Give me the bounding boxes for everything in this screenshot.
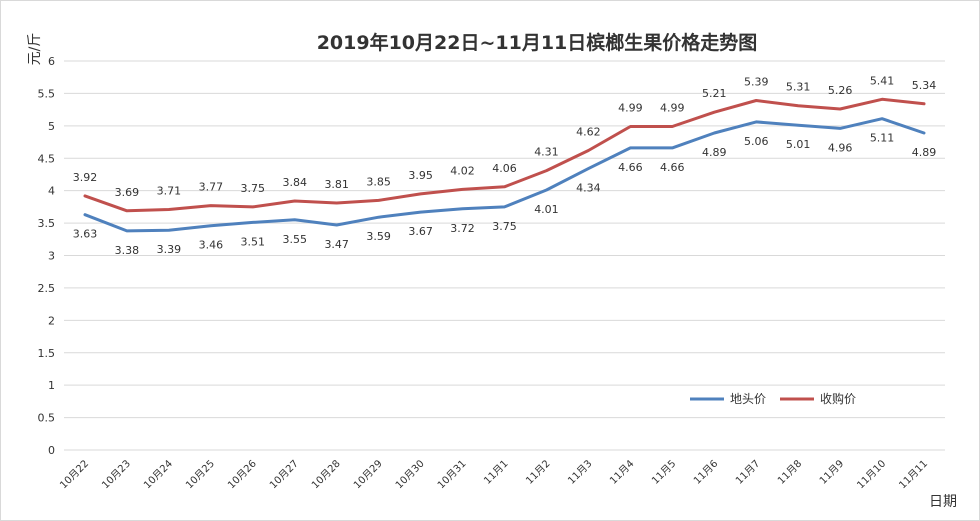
x-tick-label: 11月1 — [482, 458, 511, 487]
data-label: 3.67 — [408, 225, 433, 238]
x-tick-label: 10月26 — [225, 458, 259, 492]
y-tick-label: 2 — [48, 314, 55, 327]
y-tick-label: 5.5 — [38, 87, 56, 100]
y-tick-label: 6 — [48, 55, 55, 68]
data-label: 3.75 — [492, 220, 517, 233]
x-tick-label: 10月30 — [393, 458, 427, 492]
series-lines — [83, 97, 926, 233]
x-axis-title: 日期 — [929, 494, 957, 510]
data-label: 5.34 — [912, 79, 937, 92]
y-tick-label: 2.5 — [38, 282, 56, 295]
legend-label-purchase-price: 收购价 — [820, 391, 856, 406]
legend: 地头价 收购价 — [690, 391, 856, 406]
data-label: 4.31 — [534, 146, 559, 159]
x-tick-label: 10月28 — [309, 458, 343, 492]
x-tick-label: 10月31 — [435, 458, 469, 492]
data-label: 4.99 — [660, 101, 685, 114]
data-label: 5.39 — [744, 76, 769, 89]
data-label: 3.85 — [366, 175, 391, 188]
data-label: 4.06 — [492, 162, 517, 175]
legend-item-ground-price: 地头价 — [690, 392, 766, 406]
x-tick-label: 10月25 — [183, 458, 217, 492]
x-tick-label: 11月2 — [524, 458, 553, 487]
data-label: 5.31 — [786, 81, 811, 94]
data-label: 3.38 — [115, 244, 140, 257]
data-label: 3.81 — [324, 178, 349, 191]
y-axis-title: 元/斤 — [27, 33, 43, 66]
data-label: 5.21 — [702, 87, 727, 100]
data-label: 5.06 — [744, 135, 769, 148]
data-labels: 3.63 3.38 3.39 3.46 3.51 3.55 3.47 3.59 3.67 3.72… — [73, 74, 937, 257]
data-label: 4.89 — [912, 146, 937, 159]
data-label: 3.71 — [157, 184, 182, 197]
data-label: 3.84 — [282, 176, 307, 189]
series-line-ground-price — [83, 117, 926, 233]
data-label: 3.47 — [324, 238, 349, 251]
chart-title: 2019年10月22日~11月11日槟榔生果价格走势图 — [317, 31, 758, 54]
data-label: 4.96 — [828, 141, 853, 154]
y-tick-label: 0 — [48, 444, 55, 457]
x-tick-label: 10月22 — [58, 458, 92, 492]
data-label: 5.01 — [786, 138, 811, 151]
data-label: 4.02 — [450, 164, 475, 177]
y-tick-label: 3.5 — [38, 217, 56, 230]
y-tick-label: 4 — [48, 185, 55, 198]
y-tick-label: 1.5 — [38, 347, 56, 360]
data-label: 3.39 — [157, 243, 182, 256]
x-axis-ticks: 10月22 10月23 10月24 10月25 10月26 10月27 10月28 10月29… — [58, 458, 931, 492]
data-label: 4.01 — [534, 203, 559, 216]
x-tick-label: 10月27 — [267, 458, 301, 492]
data-label: 3.69 — [115, 186, 140, 199]
x-tick-label: 11月5 — [649, 458, 678, 487]
x-tick-label: 11月9 — [817, 458, 846, 487]
x-tick-label: 11月6 — [691, 458, 720, 487]
data-label: 5.41 — [870, 74, 895, 87]
data-label: 4.66 — [618, 161, 643, 174]
y-axis-ticks: 0 0.5 1 1.5 2 2.5 3 3.5 4 4.5 5 5.5 6 — [38, 55, 56, 457]
x-tick-label: 11月4 — [607, 458, 636, 487]
x-tick-label: 11月10 — [855, 458, 889, 492]
legend-label-ground-price: 地头价 — [730, 392, 766, 406]
data-label: 5.26 — [828, 84, 853, 97]
legend-item-purchase-price: 收购价 — [780, 391, 856, 406]
data-label: 5.11 — [870, 132, 895, 145]
data-label: 4.89 — [702, 146, 727, 159]
x-tick-label: 10月24 — [141, 458, 175, 492]
data-label: 4.66 — [660, 161, 685, 174]
y-tick-label: 5 — [48, 120, 55, 133]
y-tick-label: 1 — [48, 379, 55, 392]
data-label: 3.92 — [73, 171, 98, 184]
x-tick-label: 10月23 — [99, 458, 133, 492]
data-label: 3.95 — [408, 169, 433, 182]
series-line-purchase-price — [83, 97, 926, 213]
x-tick-label: 11月11 — [897, 458, 931, 492]
y-tick-label: 4.5 — [38, 152, 56, 165]
gridlines — [64, 60, 945, 451]
data-label: 4.34 — [576, 182, 601, 195]
data-label: 4.99 — [618, 101, 643, 114]
x-tick-label: 11月3 — [565, 458, 594, 487]
x-tick-label: 11月8 — [775, 458, 804, 487]
x-tick-label: 11月7 — [733, 458, 762, 487]
y-tick-label: 3 — [48, 250, 55, 263]
data-label: 3.55 — [282, 233, 307, 246]
data-label: 3.72 — [450, 222, 475, 235]
data-label: 3.77 — [199, 181, 224, 194]
data-label: 3.63 — [73, 228, 98, 241]
data-label: 3.75 — [241, 182, 266, 195]
data-label: 3.51 — [241, 235, 266, 248]
data-label: 4.62 — [576, 125, 601, 138]
data-label: 3.59 — [366, 230, 391, 243]
y-tick-label: 0.5 — [38, 412, 56, 425]
data-label: 3.46 — [199, 239, 224, 252]
x-tick-label: 10月29 — [351, 458, 385, 492]
